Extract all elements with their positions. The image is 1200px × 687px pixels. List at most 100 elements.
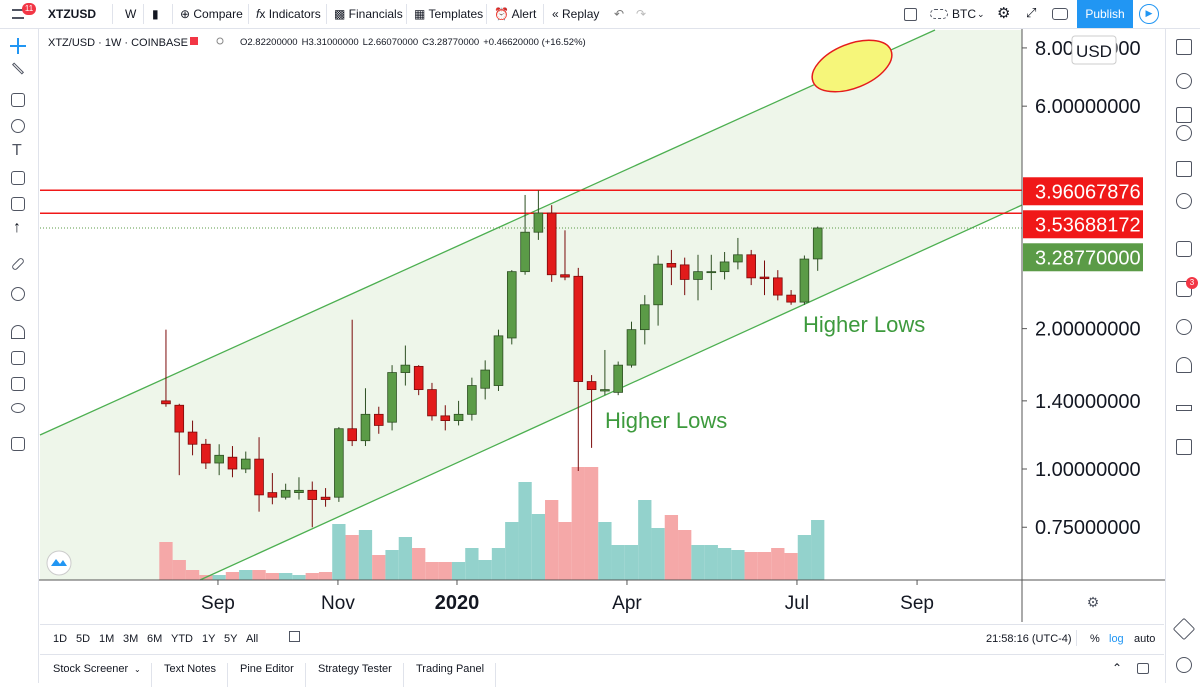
- candle-body: [706, 271, 717, 274]
- compare-button[interactable]: ⊕ Compare: [180, 7, 243, 21]
- templates-button[interactable]: ▦ Templates: [414, 7, 484, 21]
- candle-body: [719, 261, 730, 273]
- range-button[interactable]: 5D: [76, 633, 91, 645]
- indicators-label: Indicators: [268, 7, 321, 21]
- candle-body: [653, 263, 663, 306]
- dropdown-icon[interactable]: ⌄: [977, 9, 985, 19]
- compare-symbol[interactable]: BTC: [952, 7, 976, 21]
- volume-bar: [638, 500, 652, 580]
- pitchfork-icon[interactable]: [11, 93, 25, 107]
- legend-value: L2.66070000: [363, 37, 418, 48]
- widget-toolbar: 3: [1165, 29, 1200, 683]
- y-tick-label: 0.75000000: [1035, 517, 1141, 539]
- shape-icon[interactable]: [11, 119, 25, 133]
- alerts-icon[interactable]: [1176, 73, 1192, 89]
- notifications-icon[interactable]: [1176, 357, 1192, 373]
- tab-dropdown[interactable]: ⌄: [134, 665, 141, 674]
- top-toolbar: 11 XTZUSD W ▮ ⊕ Compare fx Indicators ▩ …: [0, 0, 1200, 29]
- volume-bar: [425, 562, 439, 580]
- candle-body: [413, 365, 424, 391]
- highlight-ellipse: [811, 39, 893, 93]
- volume-bar: [611, 545, 625, 580]
- price-label-box: [1023, 243, 1143, 272]
- time-axis-settings[interactable]: ⚙: [1087, 594, 1100, 610]
- range-button[interactable]: 5Y: [224, 633, 238, 645]
- scale-option[interactable]: auto: [1134, 633, 1156, 645]
- tab-separator: [151, 663, 152, 687]
- candle-body: [786, 294, 796, 303]
- chart-type-icon[interactable]: ▮: [152, 7, 159, 21]
- messages-icon[interactable]: [1176, 281, 1192, 297]
- volume-bar: [225, 572, 240, 580]
- snapshot-icon[interactable]: [1052, 8, 1068, 20]
- ideas-icon[interactable]: [1176, 193, 1192, 209]
- range-button[interactable]: All: [246, 633, 259, 645]
- publish-button[interactable]: Publish: [1077, 0, 1133, 28]
- candle-body: [427, 389, 437, 417]
- layers-icon[interactable]: [1172, 617, 1196, 641]
- watchlist-icon[interactable]: [1176, 39, 1192, 55]
- range-button[interactable]: 3M: [123, 633, 139, 645]
- separator: [248, 4, 249, 24]
- forecast-icon[interactable]: [11, 197, 25, 211]
- scale-option[interactable]: log: [1109, 633, 1124, 645]
- collapse-icon[interactable]: ⌃: [1112, 661, 1123, 675]
- undo-icon[interactable]: ↶: [614, 7, 625, 21]
- zoom-icon[interactable]: [11, 287, 25, 301]
- volume-bar: [305, 573, 319, 580]
- menu-icon[interactable]: [12, 9, 24, 19]
- y-tick-label: 1.00000000: [1035, 459, 1141, 481]
- candle-body: [493, 335, 504, 386]
- arrow-icon[interactable]: ↑: [13, 219, 21, 236]
- financials-button[interactable]: ▩ Financials: [334, 7, 403, 21]
- candle-body: [812, 227, 823, 260]
- range-button[interactable]: YTD: [171, 633, 193, 645]
- range-button[interactable]: 1D: [53, 633, 68, 645]
- range-button[interactable]: 1M: [99, 633, 115, 645]
- indicators-button[interactable]: fx Indicators: [256, 7, 321, 21]
- tab[interactable]: Strategy Tester: [318, 663, 392, 675]
- scale-option[interactable]: %: [1090, 633, 1100, 645]
- tab[interactable]: Text Notes: [164, 663, 216, 675]
- volume-bar: [491, 548, 506, 580]
- magnet-icon[interactable]: [11, 325, 25, 339]
- volume-bar: [757, 552, 772, 580]
- pattern-icon[interactable]: [11, 171, 25, 185]
- currency-button[interactable]: [1071, 35, 1117, 65]
- range-calendar-icon[interactable]: [289, 631, 300, 642]
- text-tool-icon[interactable]: T: [12, 142, 22, 159]
- fullscreen-icon[interactable]: ⤢: [1026, 5, 1037, 20]
- maximize-icon[interactable]: [1137, 663, 1149, 674]
- symbol[interactable]: XTZUSD: [48, 7, 96, 21]
- help-icon[interactable]: [1176, 657, 1192, 673]
- dom-icon[interactable]: [1176, 439, 1192, 455]
- layout-icon[interactable]: [904, 8, 917, 21]
- tab[interactable]: Pine Editor: [240, 663, 294, 675]
- interval[interactable]: W: [125, 7, 137, 21]
- tab[interactable]: Stock Screener: [53, 663, 129, 675]
- range-button[interactable]: 1Y: [202, 633, 216, 645]
- range-button[interactable]: 6M: [147, 633, 163, 645]
- depth-icon[interactable]: [1176, 405, 1192, 411]
- volume-bar: [372, 555, 386, 580]
- bottom-tabs: Stock Screener ⌄ Text Notes Pine Editor Stra…: [40, 654, 1164, 687]
- lock-drawings-icon[interactable]: [11, 351, 25, 365]
- hotlist-icon[interactable]: [1176, 125, 1192, 141]
- alert-button[interactable]: ⏰ Alert: [494, 7, 537, 21]
- replay-button[interactable]: « Replay: [552, 7, 600, 21]
- calendar-icon[interactable]: [1176, 161, 1192, 177]
- volume-bar: [345, 535, 359, 580]
- play-icon[interactable]: ▶: [1139, 4, 1159, 24]
- tab[interactable]: Trading Panel: [416, 663, 485, 675]
- chats-icon[interactable]: [1176, 241, 1192, 257]
- trash-icon[interactable]: [11, 437, 25, 451]
- eye-icon[interactable]: [11, 403, 25, 413]
- settings-icon[interactable]: ⚙: [997, 5, 1011, 22]
- crosshair-icon[interactable]: [10, 38, 26, 54]
- redo-icon[interactable]: ↷: [636, 7, 647, 21]
- streams-icon[interactable]: [1176, 319, 1192, 335]
- x-tick-label: Nov: [321, 593, 355, 614]
- lock-icon[interactable]: [11, 377, 25, 391]
- data-window-icon[interactable]: [1176, 107, 1192, 123]
